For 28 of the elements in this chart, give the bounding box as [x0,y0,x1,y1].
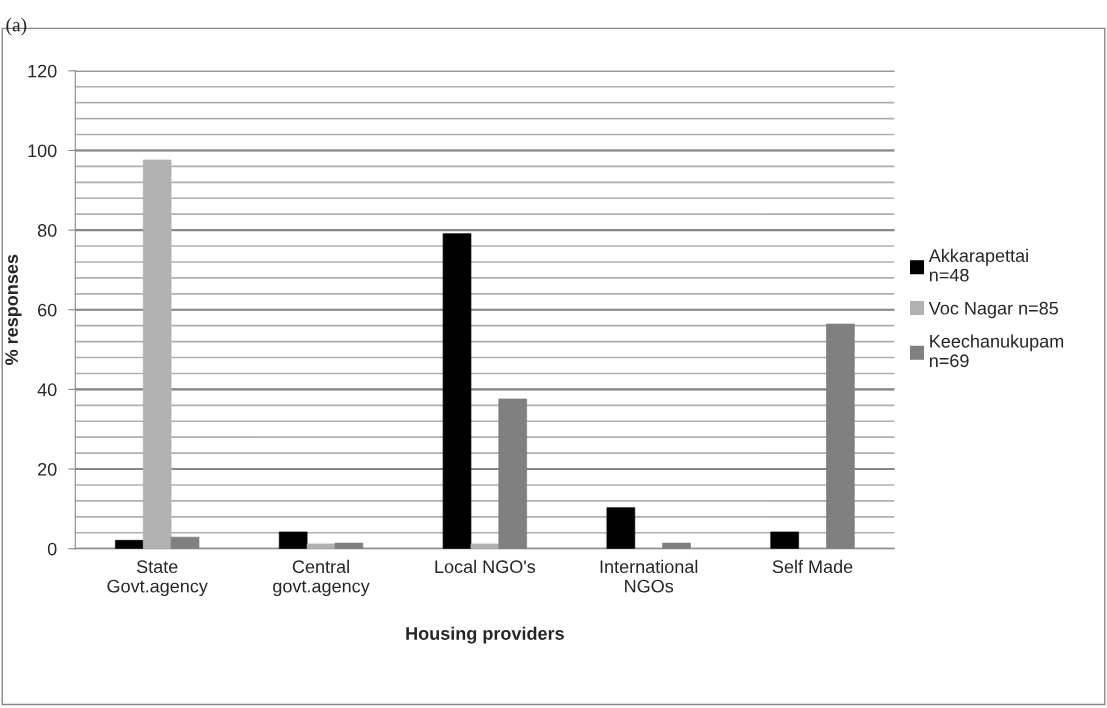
x-tick-label: Local NGO's [435,559,536,574]
y-tick-label: 120 [28,64,57,78]
bar [115,539,144,549]
bar [442,233,472,549]
bar [606,507,636,549]
y-tick-label: 40 [37,383,57,397]
y-tick-label: 60 [38,303,57,317]
x-tick-label: International NGOs [600,559,698,593]
y-tick-label: 80 [37,224,57,237]
y-tick-label: 20 [38,462,57,476]
legend-label: Akkarapettai n=48 [928,248,1028,282]
bar [662,542,691,549]
y-tick-label: 100 [28,144,57,158]
bar [334,542,364,549]
x-tick-label: State Govt.agency [107,560,208,597]
x-tick-label: Self Made [772,559,853,574]
y-axis-title: % responses [5,254,22,365]
bar [770,531,799,549]
bar [306,543,336,549]
legend-label: Keechanukupam n=69 [929,334,1064,368]
chart-title: (a) [6,17,27,36]
bar [470,543,500,549]
legend-label: Voc Nagar n=85 [928,301,1058,319]
bar [278,531,308,549]
bar [170,536,200,549]
y-tick-label: 0 [47,542,57,556]
x-axis-title: Housing providers [406,626,564,644]
x-tick-label: Central govt.agency [273,559,370,597]
